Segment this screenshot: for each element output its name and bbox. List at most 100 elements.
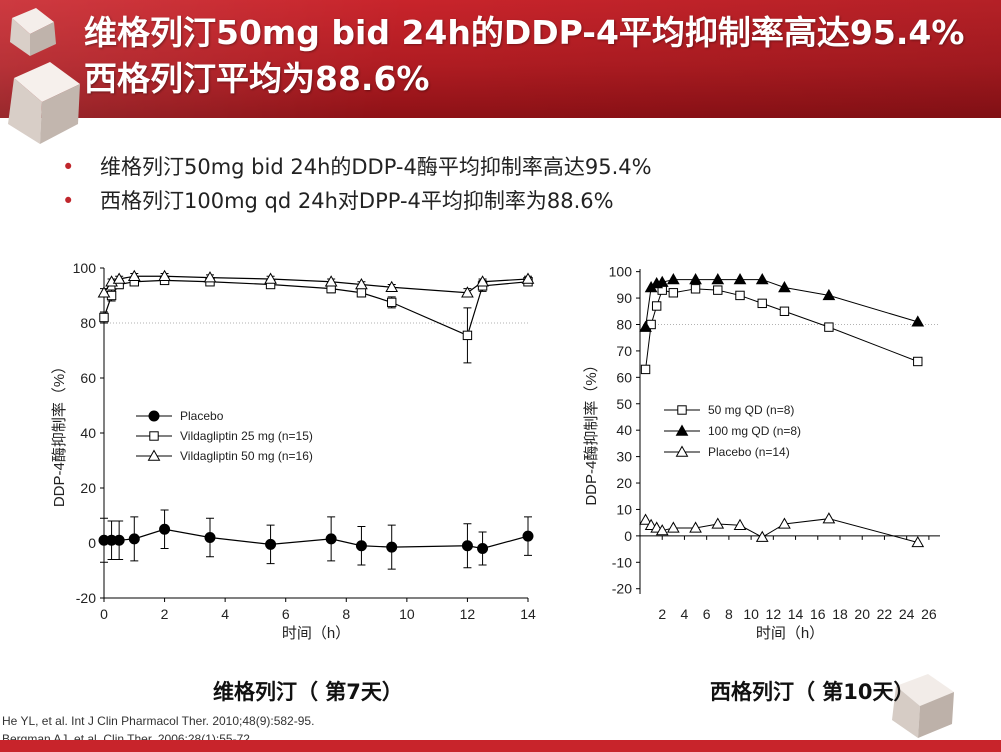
x-tick-label: 12 xyxy=(766,606,782,622)
legend-marker xyxy=(149,431,159,441)
legend-label: Vildagliptin 50 mg (n=16) xyxy=(180,449,313,463)
y-tick-label: 0 xyxy=(624,528,632,544)
series-2 xyxy=(97,269,535,298)
y-tick-label: 10 xyxy=(616,501,632,517)
data-point xyxy=(711,273,725,285)
data-point xyxy=(356,288,367,298)
x-tick-label: 10 xyxy=(399,606,415,622)
legend-label: 50 mg QD (n=8) xyxy=(708,403,794,417)
data-point xyxy=(713,285,723,295)
series-1 xyxy=(639,273,925,332)
data-point xyxy=(639,320,652,332)
y-tick-label: 80 xyxy=(80,315,96,331)
legend-marker xyxy=(675,424,689,436)
x-tick-label: 6 xyxy=(282,606,290,622)
data-point xyxy=(127,269,141,281)
data-point xyxy=(385,280,399,292)
y-tick-label: -20 xyxy=(612,581,632,597)
data-point xyxy=(522,530,534,542)
y-tick-label: 40 xyxy=(80,425,96,441)
data-point xyxy=(203,271,217,283)
legend-label: Placebo xyxy=(180,409,224,423)
data-point xyxy=(477,543,489,554)
data-point xyxy=(462,330,473,341)
bullet-dot-icon: • xyxy=(62,189,75,213)
data-point xyxy=(711,517,725,529)
y-tick-label: -10 xyxy=(612,554,632,570)
data-point xyxy=(655,524,669,536)
x-tick-label: 8 xyxy=(342,606,350,622)
data-point xyxy=(755,530,769,542)
data-point xyxy=(690,284,701,294)
y-tick-label: 20 xyxy=(616,475,632,491)
data-point xyxy=(128,533,140,545)
decorative-cube-top xyxy=(10,8,56,56)
data-point xyxy=(733,518,747,531)
title-line-1: 维格列汀50mg bid 24h的DDP-4平均抑制率高达95.4% xyxy=(84,13,965,52)
data-point xyxy=(911,535,925,548)
x-tick-label: 20 xyxy=(854,606,870,622)
x-tick-label: 14 xyxy=(520,606,536,622)
y-tick-label: 100 xyxy=(73,260,97,276)
bullet-dot-icon: • xyxy=(62,155,75,179)
x-axis-label: 时间（h） xyxy=(756,625,824,642)
data-point xyxy=(778,280,791,293)
y-tick-label: 90 xyxy=(616,290,632,306)
data-point xyxy=(640,364,651,375)
data-point xyxy=(204,532,216,543)
decorative-cube-bottom-right xyxy=(892,674,954,738)
x-tick-label: 12 xyxy=(460,606,476,622)
y-tick-label: -20 xyxy=(76,590,96,606)
data-point xyxy=(778,517,791,529)
bullet-text: 维格列汀50mg bid 24h的DDP-4酶平均抑制率高达95.4% xyxy=(100,155,652,179)
y-tick-label: 60 xyxy=(616,369,632,385)
x-tick-label: 26 xyxy=(921,606,937,622)
data-point xyxy=(387,297,397,308)
data-point xyxy=(755,273,769,285)
bullet-item: • 西格列汀100mg qd 24h对DPP-4平均抑制率为88.6% xyxy=(62,184,652,218)
legend-marker xyxy=(675,445,689,457)
y-tick-label: 30 xyxy=(616,449,632,465)
y-tick-label: 100 xyxy=(609,264,633,280)
legend-marker xyxy=(147,449,161,461)
data-point xyxy=(476,275,489,287)
data-point xyxy=(911,315,925,327)
y-tick-label: 20 xyxy=(80,480,96,496)
title-line-2: 西格列汀平均为88.6% xyxy=(84,59,430,98)
data-point xyxy=(822,288,836,301)
data-point xyxy=(639,513,652,525)
data-point xyxy=(264,272,277,284)
data-point xyxy=(666,273,680,285)
x-tick-label: 14 xyxy=(788,606,804,622)
caption-left: 维格列汀（ 第7天） xyxy=(213,680,403,704)
x-tick-label: 8 xyxy=(725,606,733,622)
y-axis-label: DDP-4酶抑制率（%） xyxy=(583,357,600,505)
x-tick-label: 2 xyxy=(161,606,169,622)
banner-shine xyxy=(0,0,1001,118)
bullet-text: 西格列汀100mg qd 24h对DPP-4平均抑制率为88.6% xyxy=(100,189,614,213)
x-tick-label: 24 xyxy=(899,606,915,622)
data-point xyxy=(757,298,767,309)
data-point xyxy=(461,286,474,298)
y-tick-label: 0 xyxy=(88,535,96,551)
data-point xyxy=(99,312,109,323)
data-point xyxy=(97,286,111,298)
x-tick-label: 10 xyxy=(743,606,759,622)
data-point xyxy=(822,512,836,524)
data-point xyxy=(386,541,398,553)
series-line xyxy=(645,518,918,543)
data-point xyxy=(655,275,669,287)
series-0 xyxy=(640,284,923,375)
data-point xyxy=(324,275,338,287)
bullet-list: • 维格列汀50mg bid 24h的DDP-4酶平均抑制率高达95.4% • 西格… xyxy=(62,150,652,218)
data-point xyxy=(112,272,126,284)
caption-right: 西格列汀（ 第10天） xyxy=(710,680,915,704)
data-point xyxy=(355,277,368,290)
x-tick-label: 18 xyxy=(832,606,848,622)
x-tick-label: 4 xyxy=(681,606,689,622)
data-point xyxy=(668,288,679,298)
data-point xyxy=(521,272,535,284)
decorative-cube-left xyxy=(8,62,80,144)
